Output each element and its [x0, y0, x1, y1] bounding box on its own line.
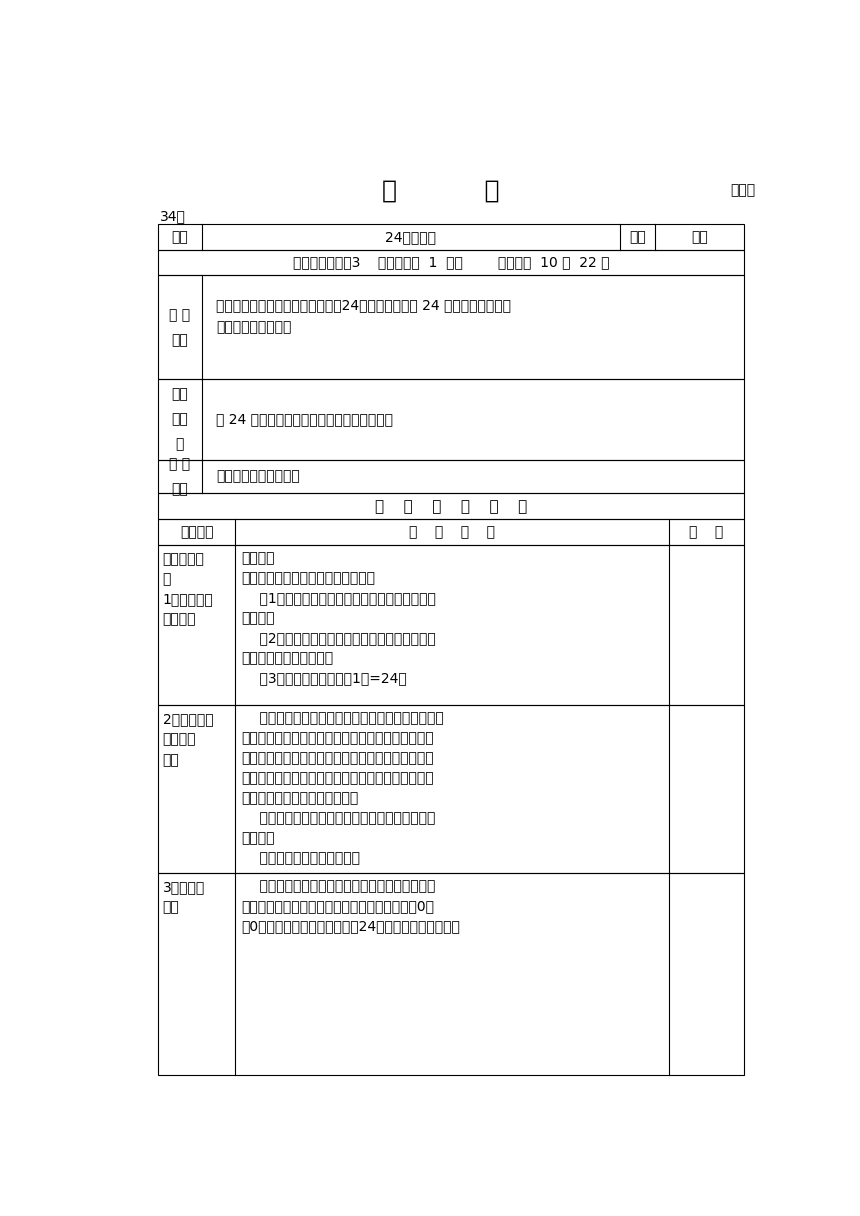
- Text: 小明看节目预报知道星期六有《大风车》的节目，
他急忙告诉了好朋友小红和小强，他打电话让他们星
期六六点半准时收看中央台。可是星期六的早上小红
和小强一早就等候在: 小明看节目预报知道星期六有《大风车》的节目， 他急忙告诉了好朋友小红和小强，他打…: [242, 711, 443, 866]
- Bar: [158, 275, 744, 379]
- Bar: [158, 494, 744, 519]
- Text: 教学
重难
点: 教学 重难 点: [172, 388, 188, 451]
- Text: 师    生    活    动: 师 生 活 动: [409, 525, 495, 539]
- Bar: [158, 225, 744, 249]
- Text: 课题: 课题: [172, 230, 188, 244]
- Text: 课型: 课型: [630, 230, 646, 244]
- Bar: [158, 460, 744, 494]
- Text: 谜底：钟
你们认识钟吗？那老师要考考你们。
    （1）在钟面上拨出一个整点时刻。让学生说说
是几点。
    （2）请学生拨出起床的时间，并说一说。拨出
吃: 谜底：钟 你们认识钟吗？那老师要考考你们。 （1）在钟面上拨出一个整点时刻。让学…: [242, 551, 435, 686]
- Bar: [158, 873, 744, 1075]
- Text: 2、讲故事，
激发学习
兴趣: 2、讲故事， 激发学习 兴趣: [163, 713, 213, 767]
- Bar: [158, 379, 744, 460]
- Text: 34）: 34）: [160, 209, 186, 223]
- Text: （序号: （序号: [730, 184, 755, 197]
- Text: 备    注: 备 注: [689, 525, 723, 539]
- Text: 本课题教时数：3    本教时为第  1  教时        备课日期  10 月  22 日: 本课题教时数：3 本教时为第 1 教时 备课日期 10 月 22 日: [292, 255, 609, 270]
- Text: 交通、邮电、广播等部门在工作中需要很强的时
间观念。为了计算简便，不容易出错，都采用从0时
到0２４时的记时法，通常叫偐24时记时法。出示课题。: 交通、邮电、广播等部门在工作中需要很强的时 间观念。为了计算简便，不容易出错，都…: [242, 879, 460, 933]
- Text: 通过具体的生活情景，使学生了解24时记时法，会用 24 时记时法正确表示
一天中的某一时刻。: 通过具体的生活情景，使学生了解24时记时法，会用 24 时记时法正确表示 一天中…: [216, 299, 511, 334]
- Text: 一、复习导
入
1、猜谜语，
复习旧知: 一、复习导 入 1、猜谜语， 复习旧知: [163, 552, 213, 626]
- Bar: [158, 545, 744, 705]
- Text: 新授: 新授: [691, 230, 708, 244]
- Bar: [158, 519, 744, 545]
- Text: 用 24 时记时法正确表示一天中的某一时刻。: 用 24 时记时法正确表示一天中的某一时刻。: [216, 412, 393, 427]
- Text: 活动钟面、时间线段图: 活动钟面、时间线段图: [216, 469, 300, 484]
- Text: 教学内容: 教学内容: [180, 525, 213, 539]
- Text: 3、导入课
题。: 3、导入课 题。: [163, 880, 205, 914]
- Text: 教          案: 教 案: [382, 179, 500, 203]
- Text: 教 学
目标: 教 学 目标: [169, 308, 191, 347]
- Bar: [158, 705, 744, 873]
- Text: 教    学    过    程    设    计: 教 学 过 程 设 计: [375, 499, 527, 514]
- Text: 24时记时法: 24时记时法: [385, 230, 436, 244]
- Bar: [158, 249, 744, 275]
- Text: 教 学
准备: 教 学 准备: [169, 457, 191, 496]
